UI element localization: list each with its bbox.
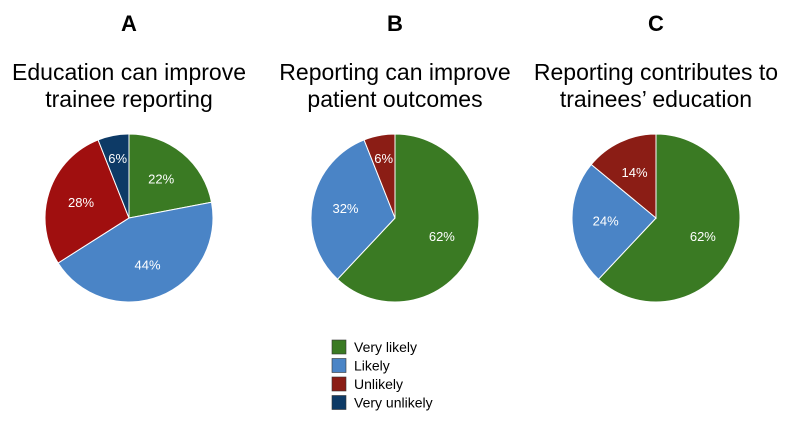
legend-label: Likely [354, 358, 390, 374]
pie-slice-likely [310, 139, 396, 280]
legend-swatch-unlikely [331, 376, 347, 392]
chart-title-line: trainees’ education [560, 86, 752, 112]
legend-label: Unlikely [354, 376, 403, 392]
pie-slice-unlikely [363, 133, 396, 219]
data-label: 62% [690, 229, 716, 244]
chart-title-line: Reporting contributes to [534, 59, 778, 85]
chart-title-line: patient outcomes [307, 86, 482, 112]
chart-title-line: trainee reporting [45, 86, 213, 112]
pie-slice-very-likely [597, 133, 741, 303]
legend-label: Very likely [354, 339, 417, 355]
panel-letter: B [387, 11, 403, 36]
chart-title-line: Education can improve [12, 59, 246, 85]
legend-swatch-very-unlikely [331, 395, 347, 410]
data-label: 28% [68, 195, 94, 210]
legend-swatch-likely [331, 358, 347, 373]
data-label: 14% [622, 165, 648, 180]
pie-slice-likely [571, 163, 657, 280]
pie-slice-very-likely [128, 133, 213, 219]
data-label: 6% [374, 151, 393, 166]
data-label: 62% [429, 229, 455, 244]
data-label: 32% [332, 201, 358, 216]
panel-letter: C [648, 11, 664, 36]
chart-title-line: Reporting can improve [279, 59, 510, 85]
pie-slice-likely [57, 201, 214, 303]
data-label: 24% [593, 214, 619, 229]
legend-label: Very unlikely [354, 395, 433, 411]
pie-slice-unlikely [590, 133, 657, 220]
data-label: 22% [148, 172, 174, 187]
legend-swatch-very-likely [331, 339, 347, 355]
pie-slice-very-likely [336, 133, 480, 303]
data-label: 6% [108, 151, 127, 166]
pie-slice-unlikely [44, 139, 130, 264]
legend: Very likely Likely Unlikely Very unlikely [331, 339, 433, 411]
pie-slice-very-unlikely [97, 133, 130, 219]
data-label: 44% [135, 257, 161, 272]
panel-letter: A [121, 11, 137, 36]
